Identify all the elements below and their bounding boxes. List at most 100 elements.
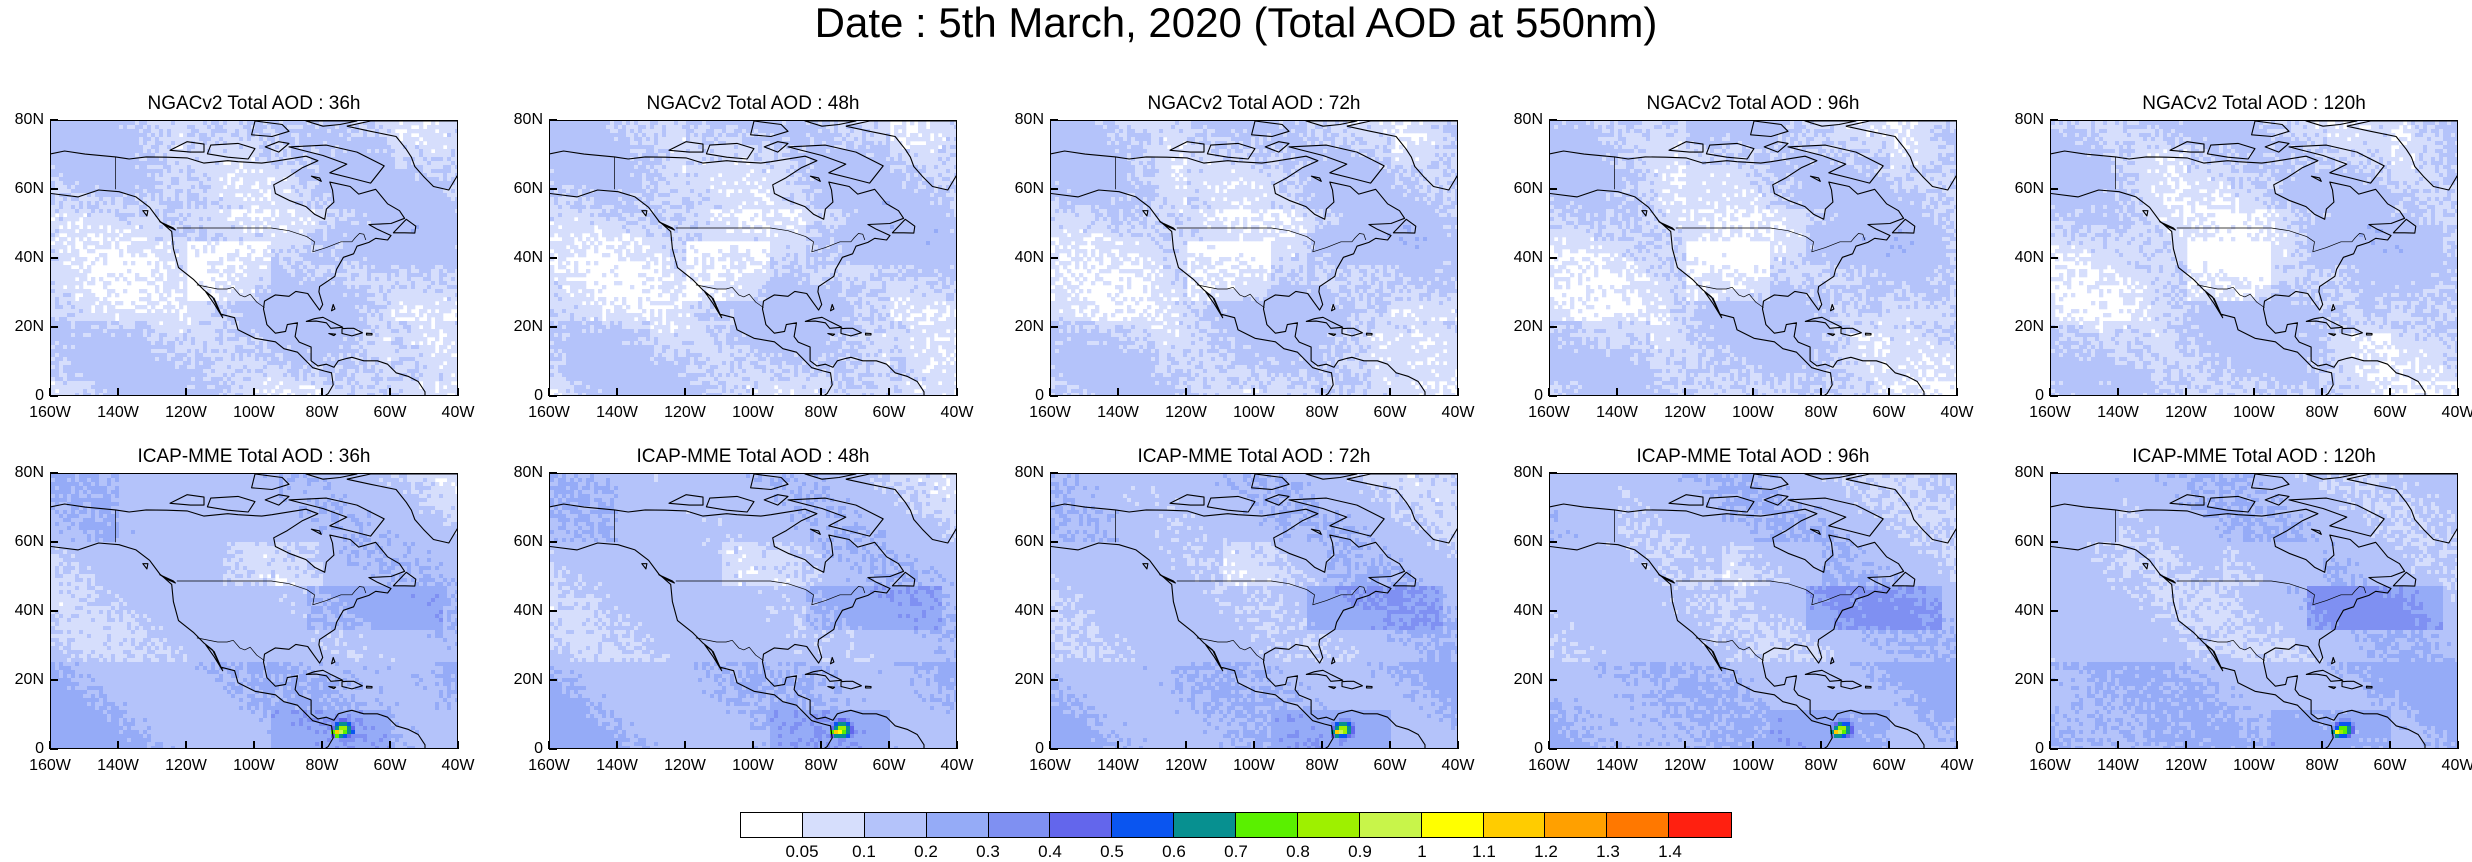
panel-title: ICAP-MME Total AOD : 48h — [549, 446, 957, 468]
panel-title: NGACv2 Total AOD : 72h — [1050, 93, 1458, 115]
aod-map — [1051, 474, 1458, 749]
panel-title: NGACv2 Total AOD : 36h — [50, 93, 458, 115]
x-tick-mark — [1888, 388, 1890, 396]
x-tick-label: 100W — [224, 404, 284, 422]
colorbar-label: 1.1 — [1459, 842, 1509, 862]
y-tick-mark — [50, 472, 58, 474]
y-tick-label: 40N — [8, 249, 44, 267]
y-tick-mark — [1050, 395, 1058, 397]
map-panel — [549, 120, 957, 396]
colorbar-box — [1669, 813, 1731, 837]
x-tick-mark — [1117, 741, 1119, 749]
x-tick-mark — [1820, 388, 1822, 396]
y-tick-mark — [2050, 326, 2058, 328]
y-tick-label: 80N — [2008, 464, 2044, 482]
x-tick-mark — [1253, 741, 1255, 749]
colorbar-label: 1.4 — [1645, 842, 1695, 862]
y-tick-mark — [2050, 748, 2058, 750]
x-tick-mark — [1820, 741, 1822, 749]
y-tick-label: 20N — [2008, 671, 2044, 689]
x-tick-label: 80W — [2292, 757, 2352, 775]
colorbar-box — [803, 813, 865, 837]
x-tick-label: 100W — [1224, 404, 1284, 422]
x-tick-mark — [1321, 741, 1323, 749]
x-tick-label: 160W — [1519, 404, 1579, 422]
y-tick-mark — [1050, 610, 1058, 612]
aod-map — [1550, 121, 1957, 396]
x-tick-mark — [117, 741, 119, 749]
y-tick-label: 60N — [1008, 533, 1044, 551]
colorbar-label: 1.2 — [1521, 842, 1571, 862]
y-tick-mark — [549, 119, 557, 121]
y-tick-label: 40N — [1008, 249, 1044, 267]
y-tick-mark — [1050, 188, 1058, 190]
y-tick-mark — [549, 395, 557, 397]
x-tick-label: 100W — [1224, 757, 1284, 775]
x-tick-mark — [2117, 741, 2119, 749]
colorbar-label: 0.8 — [1273, 842, 1323, 862]
x-tick-mark — [820, 741, 822, 749]
map-panel — [50, 473, 458, 749]
colorbar-box — [1484, 813, 1546, 837]
x-tick-mark — [1956, 741, 1958, 749]
x-tick-mark — [956, 741, 958, 749]
colorbar-box — [1112, 813, 1174, 837]
y-tick-label: 40N — [2008, 249, 2044, 267]
y-tick-label: 60N — [2008, 180, 2044, 198]
panel-title: ICAP-MME Total AOD : 120h — [2050, 446, 2458, 468]
x-tick-mark — [888, 741, 890, 749]
x-tick-label: 80W — [791, 404, 851, 422]
x-tick-mark — [1684, 388, 1686, 396]
x-tick-mark — [616, 388, 618, 396]
x-tick-mark — [2185, 388, 2187, 396]
colorbar-label: 1 — [1397, 842, 1447, 862]
x-tick-label: 80W — [1791, 757, 1851, 775]
y-tick-label: 40N — [1008, 602, 1044, 620]
x-tick-mark — [2321, 388, 2323, 396]
y-tick-mark — [549, 748, 557, 750]
x-tick-label: 40W — [2428, 757, 2472, 775]
x-tick-mark — [2185, 741, 2187, 749]
x-tick-mark — [117, 388, 119, 396]
x-tick-label: 100W — [1723, 757, 1783, 775]
x-tick-label: 60W — [1360, 757, 1420, 775]
x-tick-label: 120W — [2156, 757, 2216, 775]
colorbar-box — [1236, 813, 1298, 837]
x-tick-mark — [1752, 741, 1754, 749]
x-tick-label: 40W — [428, 757, 488, 775]
x-tick-label: 80W — [1292, 757, 1352, 775]
x-tick-mark — [2457, 741, 2459, 749]
x-tick-mark — [1956, 388, 1958, 396]
y-tick-mark — [1549, 257, 1557, 259]
y-tick-mark — [2050, 188, 2058, 190]
y-tick-label: 60N — [1008, 180, 1044, 198]
y-tick-mark — [50, 119, 58, 121]
panel-title: NGACv2 Total AOD : 96h — [1549, 93, 1957, 115]
x-tick-label: 120W — [156, 404, 216, 422]
y-tick-label: 20N — [1507, 671, 1543, 689]
x-tick-label: 100W — [2224, 404, 2284, 422]
y-tick-mark — [2050, 610, 2058, 612]
map-panel — [1050, 473, 1458, 749]
y-tick-mark — [549, 257, 557, 259]
x-tick-mark — [253, 741, 255, 749]
y-tick-mark — [1549, 748, 1557, 750]
y-tick-mark — [549, 541, 557, 543]
x-tick-label: 140W — [1587, 757, 1647, 775]
y-tick-label: 20N — [1008, 318, 1044, 336]
x-tick-label: 120W — [1156, 757, 1216, 775]
aod-map — [51, 474, 458, 749]
colorbar-box — [865, 813, 927, 837]
y-tick-label: 40N — [507, 249, 543, 267]
colorbar-label: 0.4 — [1025, 842, 1075, 862]
x-tick-label: 120W — [655, 757, 715, 775]
x-tick-mark — [1185, 741, 1187, 749]
colorbar-label: 1.3 — [1583, 842, 1633, 862]
colorbar-box — [989, 813, 1051, 837]
y-tick-mark — [549, 610, 557, 612]
x-tick-label: 120W — [2156, 404, 2216, 422]
panel-title: ICAP-MME Total AOD : 36h — [50, 446, 458, 468]
colorbar-box — [1422, 813, 1484, 837]
x-tick-label: 100W — [224, 757, 284, 775]
y-tick-mark — [2050, 119, 2058, 121]
